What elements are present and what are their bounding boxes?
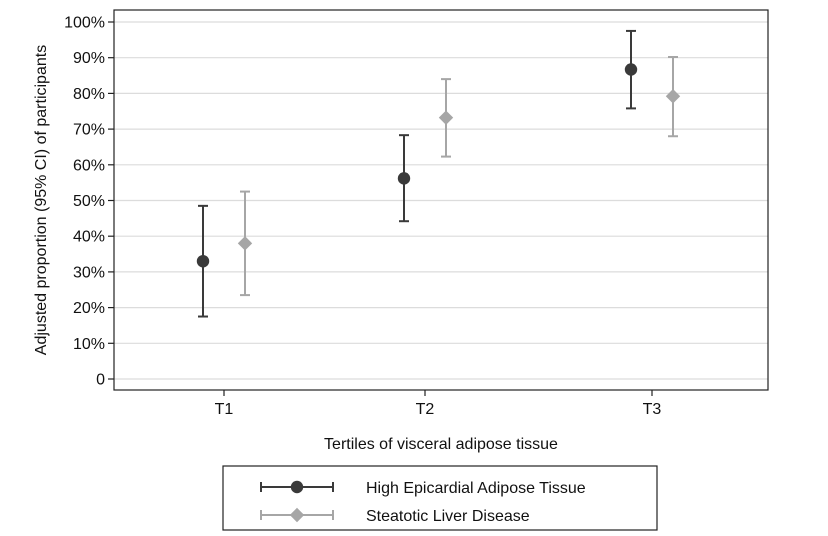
x-tick-label: T2 [416, 401, 435, 418]
legend-marker [289, 507, 305, 523]
y-tick-label: 0 [96, 372, 105, 389]
series-2 [237, 55, 681, 297]
x-tick-label: T1 [215, 401, 234, 418]
y-tick-label: 70% [73, 122, 105, 139]
legend-label: Steatotic Liver Disease [366, 508, 530, 525]
legend: High Epicardial Adipose Tissue Steatotic … [222, 465, 658, 531]
y-tick-label: 40% [73, 229, 105, 246]
y-tick-label: 80% [73, 86, 105, 103]
y-axis: 0 10% 20% 30% 40% 50% 60% 70% 80% 90% 100% [64, 15, 114, 389]
data-point [196, 254, 210, 268]
y-tick-label: 100% [64, 15, 105, 32]
y-tick-label: 60% [73, 157, 105, 174]
x-axis: T1 T2 T3 [215, 390, 662, 418]
y-tick-label: 30% [73, 264, 105, 281]
x-tick-label: T3 [643, 401, 662, 418]
series-1 [196, 29, 638, 318]
data-series [196, 29, 681, 318]
x-axis-title: Tertiles of visceral adipose tissue [324, 436, 558, 453]
y-tick-label: 10% [73, 336, 105, 353]
data-point [237, 236, 253, 251]
data-point [665, 89, 681, 104]
legend-item-1: High Epicardial Adipose Tissue [260, 480, 586, 497]
y-tick-label: 90% [73, 50, 105, 67]
data-point [624, 63, 638, 76]
y-tick-label: 20% [73, 300, 105, 317]
legend-marker [290, 480, 304, 494]
y-tick-label: 50% [73, 193, 105, 210]
legend-label: High Epicardial Adipose Tissue [366, 480, 586, 497]
y-axis-title: Adjusted proportion (95% CI) of particip… [33, 45, 50, 355]
legend-item-2: Steatotic Liver Disease [260, 507, 530, 525]
data-point [438, 110, 454, 125]
gridlines [114, 21, 768, 380]
data-point [397, 172, 411, 185]
